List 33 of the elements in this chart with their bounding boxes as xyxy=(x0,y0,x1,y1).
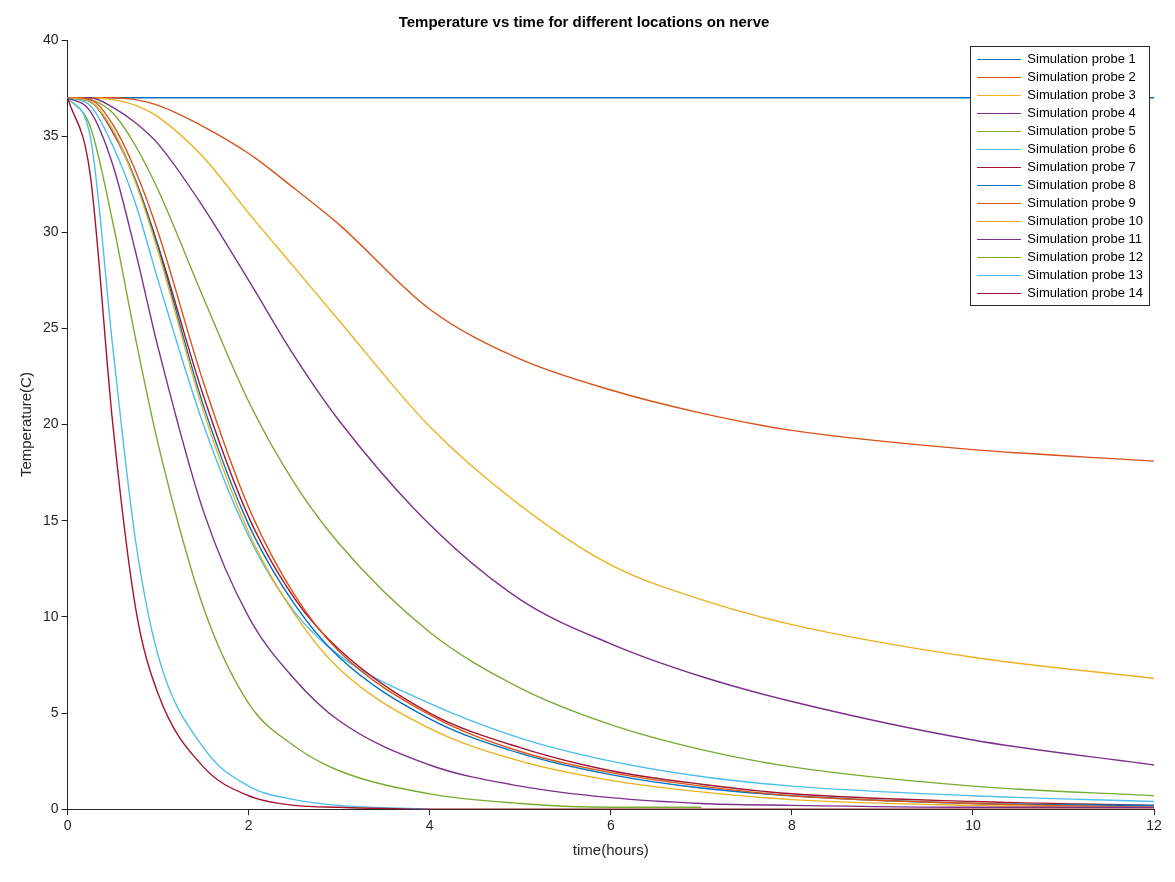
x-tick-label: 4 xyxy=(425,817,434,834)
y-tick-label: 5 xyxy=(50,703,59,720)
y-tick-label: 30 xyxy=(42,223,59,240)
legend-label: Simulation probe 1 xyxy=(1027,50,1136,68)
y-tick-label: 15 xyxy=(42,511,59,528)
legend-label: Simulation probe 5 xyxy=(1027,122,1136,140)
x-tick-label: 10 xyxy=(965,817,981,834)
legend-label: Simulation probe 10 xyxy=(1027,212,1143,230)
y-tick-label: 0 xyxy=(50,800,59,817)
x-tick-label: 0 xyxy=(63,817,72,834)
legend-label: Simulation probe 9 xyxy=(1027,194,1136,212)
y-tick-label: 10 xyxy=(42,607,59,624)
legend-label: Simulation probe 2 xyxy=(1027,68,1136,86)
x-tick-label: 8 xyxy=(787,817,796,834)
legend-label: Simulation probe 3 xyxy=(1027,86,1136,104)
x-tick-label: 6 xyxy=(606,817,615,834)
x-axis-title: time(hours) xyxy=(572,841,649,859)
legend-label: Simulation probe 12 xyxy=(1027,248,1143,266)
legend-label: Simulation probe 11 xyxy=(1027,230,1143,248)
legend-label: Simulation probe 7 xyxy=(1027,158,1136,176)
legend-label: Simulation probe 13 xyxy=(1027,266,1143,284)
y-axis-title: Temperature(C) xyxy=(17,372,35,478)
legend-label: Simulation probe 8 xyxy=(1027,176,1136,194)
legend-label: Simulation probe 4 xyxy=(1027,104,1136,122)
chart-title: Temperature vs time for different locations on nerve xyxy=(398,13,770,31)
x-tick-label: 12 xyxy=(1146,817,1162,834)
y-tick-label: 25 xyxy=(42,319,59,336)
y-tick-label: 20 xyxy=(42,415,59,432)
y-tick-label: 35 xyxy=(42,127,59,144)
x-tick-label: 2 xyxy=(244,817,253,834)
legend-label: Simulation probe 14 xyxy=(1027,284,1143,302)
y-tick-label: 40 xyxy=(42,30,59,47)
legend-label: Simulation probe 6 xyxy=(1027,140,1136,158)
